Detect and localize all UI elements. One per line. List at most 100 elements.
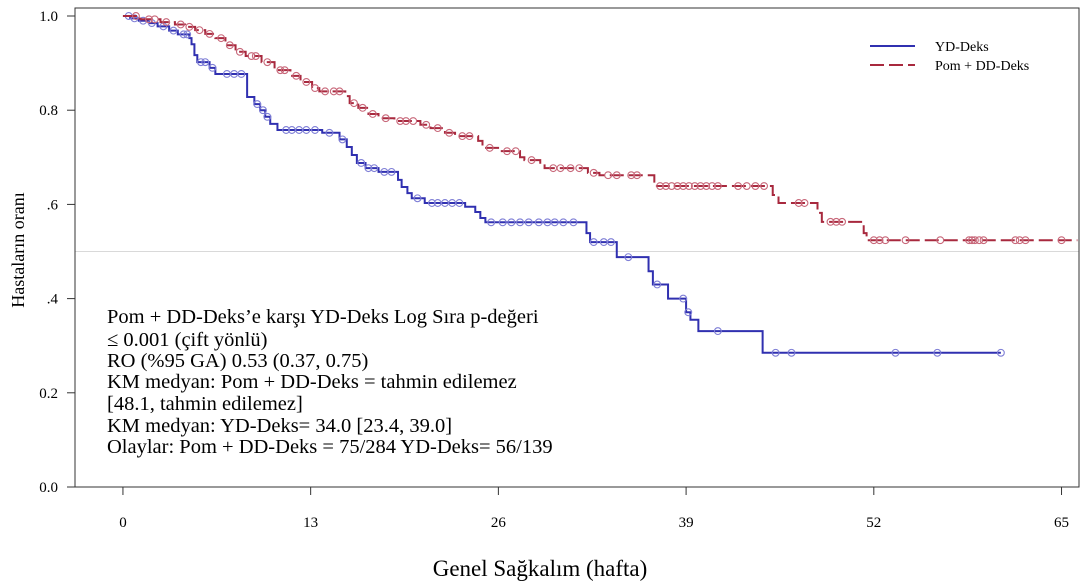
censor-marker-yd-deks	[487, 218, 496, 227]
censor-marker-pom-dd-deks	[263, 58, 272, 67]
censor-marker-pom-dd-deks	[422, 120, 431, 129]
censor-marker-pom-dd-deks	[217, 34, 226, 43]
censor-marker-yd-deks	[507, 218, 516, 227]
censor-marker-pom-dd-deks	[838, 217, 846, 226]
censor-marker-yd-deks	[550, 218, 559, 227]
censor-marker-yd-deks	[569, 218, 578, 227]
censor-marker-pom-dd-deks	[247, 52, 256, 60]
censor-marker-yd-deks	[589, 238, 598, 247]
censor-marker-pom-dd-deks	[235, 47, 244, 56]
censor-marker-yd-deks	[653, 280, 662, 289]
plot-frame	[74, 7, 1080, 488]
annotation-line: KM medyan: YD-Deks= 34.0 [23.4, 39.0]	[107, 415, 452, 437]
censor-marker-yd-deks	[684, 308, 693, 317]
censor-marker-pom-dd-deks	[633, 171, 641, 180]
legend-label-yd-deks: YD-Deks	[935, 40, 989, 55]
y-tick-label: 0.8	[39, 103, 58, 119]
censor-marker-yd-deks	[253, 100, 262, 109]
censor-marker-yd-deks	[311, 126, 319, 134]
censor-marker-pom-dd-deks	[979, 236, 988, 245]
censor-marker-pom-dd-deks	[734, 182, 743, 190]
survival-curve-yd-deks	[122, 15, 1001, 354]
censor-marker-pom-dd-deks	[679, 182, 688, 190]
censor-marker-pom-dd-deks	[1011, 236, 1020, 245]
censor-marker-pom-dd-deks	[589, 168, 598, 177]
statistics-annotation: Pom + DD-Deks’e karşı YD-Deks Log Sıra p…	[107, 306, 553, 458]
censor-marker-yd-deks	[370, 164, 379, 173]
x-tick-label: 26	[491, 515, 507, 531]
censor-marker-pom-dd-deks	[251, 52, 260, 60]
censor-marker-yd-deks	[357, 159, 366, 167]
censor-marker-yd-deks	[559, 218, 568, 227]
censor-marker-pom-dd-deks	[276, 66, 285, 75]
censor-marker-pom-dd-deks	[936, 236, 945, 245]
censor-marker-yd-deks	[196, 58, 205, 67]
censor-marker-pom-dd-deks	[965, 236, 974, 245]
censor-marker-yd-deks	[679, 294, 688, 303]
series-pom-dd-deks	[122, 12, 1078, 245]
censor-marker-yd-deks	[179, 30, 188, 39]
censor-marker-yd-deks	[282, 126, 291, 134]
censor-marker-yd-deks	[263, 112, 272, 121]
x-tick-label: 13	[303, 515, 318, 531]
annotation-line: KM medyan: Pom + DD-Deks = tahmin edilem…	[107, 371, 517, 393]
censor-marker-pom-dd-deks	[302, 77, 311, 86]
y-tick-label: .4	[47, 292, 59, 308]
censor-marker-yd-deks	[428, 199, 436, 207]
y-tick-label: .6	[47, 197, 59, 213]
censor-marker-yd-deks	[607, 238, 615, 247]
censor-marker-pom-dd-deks	[162, 18, 171, 27]
censor-marker-pom-dd-deks	[225, 41, 234, 50]
censor-marker-pom-dd-deks	[350, 99, 358, 108]
censor-marker-pom-dd-deks	[527, 156, 536, 165]
censor-marker-pom-dd-deks	[144, 15, 153, 24]
censor-marker-yd-deks	[413, 194, 422, 203]
survival-curves	[122, 12, 1078, 357]
legend-label-pom-dd-deks: Pom + DD-Deks	[935, 59, 1029, 74]
y-tick-label: 1.0	[39, 9, 58, 25]
censor-marker-pom-dd-deks	[673, 182, 682, 190]
censor-marker-pom-dd-deks	[205, 29, 214, 38]
censor-marker-pom-dd-deks	[794, 199, 803, 207]
censor-marker-pom-dd-deks	[280, 66, 289, 75]
annotation-line: [48.1, tahmin edilemez]	[107, 393, 303, 415]
censor-marker-yd-deks	[208, 63, 217, 72]
censor-marker-pom-dd-deks	[975, 236, 984, 245]
censor-marker-pom-dd-deks	[970, 236, 979, 245]
censor-marker-pom-dd-deks	[627, 171, 636, 180]
censor-marker-pom-dd-deks	[566, 164, 575, 173]
censor-marker-pom-dd-deks	[176, 20, 185, 29]
censor-marker-yd-deks	[891, 348, 900, 357]
y-tick-label: 0.0	[39, 480, 58, 496]
censor-marker-yd-deks	[237, 69, 246, 78]
censor-marker-yd-deks	[624, 253, 633, 262]
censor-marker-pom-dd-deks	[667, 182, 676, 190]
censor-marker-yd-deks	[201, 58, 210, 67]
censor-marker-pom-dd-deks	[661, 182, 670, 190]
axes: 1.0 0.8 .6 .4 0.2 0.0 0 13 26 39 52 65	[39, 9, 1069, 531]
x-tick-label: 65	[1054, 515, 1069, 531]
censor-marker-yd-deks	[996, 348, 1005, 357]
censor-marker-pom-dd-deks	[131, 12, 140, 20]
censor-marker-pom-dd-deks	[556, 164, 565, 173]
censor-marker-pom-dd-deks	[185, 22, 194, 31]
censor-marker-pom-dd-deks	[901, 236, 910, 245]
censor-marker-pom-dd-deks	[604, 171, 613, 180]
censor-marker-yd-deks	[534, 218, 543, 227]
censor-marker-yd-deks	[139, 16, 148, 25]
censor-marker-yd-deks	[787, 348, 796, 357]
x-tick-label: 0	[119, 515, 127, 531]
censor-marker-pom-dd-deks	[485, 143, 494, 152]
censor-marker-yd-deks	[364, 164, 373, 173]
censor-marker-pom-dd-deks	[150, 15, 159, 24]
x-tick-label: 39	[679, 515, 694, 531]
censor-marker-pom-dd-deks	[742, 182, 751, 190]
censor-marker-yd-deks	[516, 218, 524, 227]
censor-marker-pom-dd-deks	[685, 182, 693, 190]
y-tick-label: 0.2	[39, 386, 58, 402]
survival-curve-pom-dd-deks	[122, 15, 1078, 242]
censor-marker-pom-dd-deks	[292, 71, 301, 80]
series-yd-deks	[122, 12, 1005, 357]
censor-marker-pom-dd-deks	[713, 182, 722, 190]
censor-marker-pom-dd-deks	[503, 147, 511, 156]
